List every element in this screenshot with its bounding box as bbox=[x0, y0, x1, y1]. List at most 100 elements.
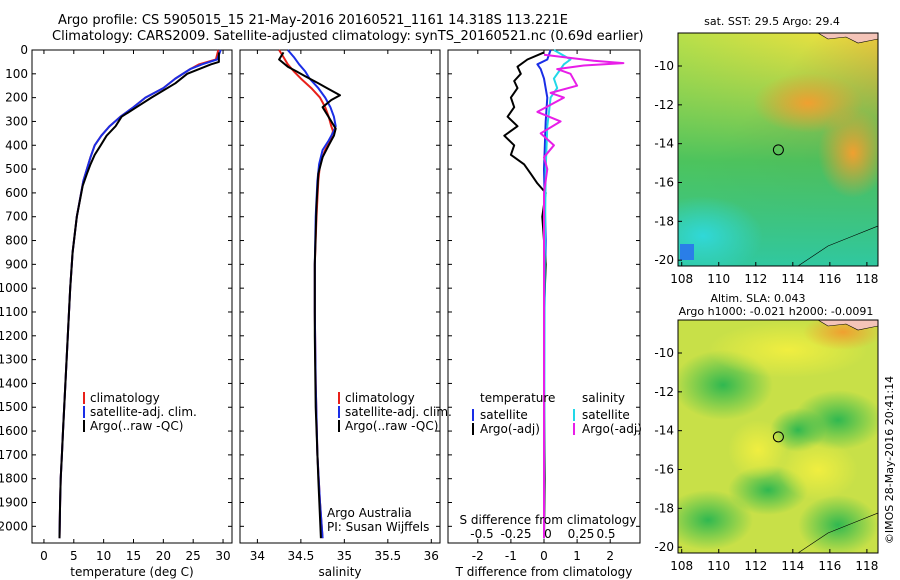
x-tick-label: 118 bbox=[855, 272, 878, 286]
y-tick-label: 1200 bbox=[0, 329, 28, 343]
y-tick-label: -16 bbox=[654, 176, 674, 190]
map-field-sst bbox=[678, 33, 878, 266]
land-north bbox=[817, 33, 878, 44]
series-line bbox=[536, 53, 625, 539]
y-tick-label: -10 bbox=[654, 59, 674, 73]
x-tick-label: 10 bbox=[96, 549, 111, 563]
x-tick-label: 2 bbox=[606, 549, 614, 563]
legend-label: Argo(-adj) bbox=[480, 422, 540, 436]
y-tick-label: -14 bbox=[654, 424, 674, 438]
y-tick-label: -16 bbox=[654, 463, 674, 477]
x-tick-label: 110 bbox=[707, 559, 730, 573]
legend-label: Argo(..raw -QC) bbox=[90, 419, 183, 433]
argo-location-marker bbox=[772, 431, 784, 443]
x-tick-label: 0 bbox=[40, 549, 48, 563]
y-tick-label: 900 bbox=[5, 257, 28, 271]
legend-label: satellite-adj. clim. bbox=[345, 405, 452, 419]
x-tick-label: -2 bbox=[472, 549, 484, 563]
copyright-side-label: ©IMOS 28-May-2016 20:41:14 bbox=[883, 376, 896, 544]
x-tick-label: 112 bbox=[744, 272, 767, 286]
x-tick-label: 116 bbox=[818, 559, 841, 573]
plot-frame-1 bbox=[31, 49, 233, 544]
map-subtitle-sla: Argo h1000: -0.021 h2000: -0.0091 bbox=[679, 305, 874, 318]
y-tick-label: 800 bbox=[5, 234, 28, 248]
y-tick-label: 400 bbox=[5, 138, 28, 152]
legend-label: climatology bbox=[345, 391, 415, 405]
legend-label: satellite-adj. clim. bbox=[90, 405, 197, 419]
x-axis-label: salinity bbox=[318, 565, 361, 579]
x-tick-label: 108 bbox=[670, 559, 693, 573]
y-tick-label: 600 bbox=[5, 186, 28, 200]
legend-heading: temperature bbox=[480, 391, 555, 405]
x-tick-label: 110 bbox=[707, 272, 730, 286]
x-tick-label: 30 bbox=[215, 549, 230, 563]
x2-tick-label: -0.5 bbox=[470, 527, 493, 541]
y-tick-label: 1500 bbox=[0, 400, 28, 414]
y-tick-label: -18 bbox=[654, 501, 674, 515]
x-tick-label: 1 bbox=[573, 549, 581, 563]
y-tick-label: 0 bbox=[20, 43, 28, 57]
sst-cold-cell bbox=[680, 244, 694, 260]
sst-cool-blob bbox=[678, 196, 763, 266]
annotation-line: Argo Australia bbox=[327, 506, 412, 520]
x-tick-label: 34.5 bbox=[288, 549, 315, 563]
map-frame bbox=[677, 32, 879, 267]
legend-label: satellite bbox=[582, 408, 630, 422]
x-tick-label: 114 bbox=[781, 559, 804, 573]
plot-frame-2 bbox=[239, 49, 441, 544]
y-tick-label: 300 bbox=[5, 114, 28, 128]
x2-tick-label: -0.25 bbox=[500, 527, 531, 541]
x-tick-label: 5 bbox=[70, 549, 78, 563]
y-tick-label: 1000 bbox=[0, 281, 28, 295]
legend-label: satellite bbox=[480, 408, 528, 422]
argo-location-marker bbox=[772, 144, 784, 156]
y-tick-label: -10 bbox=[654, 346, 674, 360]
y-tick-label: 1900 bbox=[0, 496, 28, 510]
y-tick-label: 1400 bbox=[0, 376, 28, 390]
y-tick-label: 1300 bbox=[0, 353, 28, 367]
y-tick-label: 700 bbox=[5, 210, 28, 224]
sla-low-blob bbox=[798, 495, 878, 553]
y-tick-label: 1600 bbox=[0, 424, 28, 438]
series-line bbox=[278, 51, 341, 539]
legend-heading: salinity bbox=[582, 391, 625, 405]
sla-high-blob bbox=[778, 440, 858, 500]
y-tick-label: -18 bbox=[654, 214, 674, 228]
sst-warm-blob bbox=[818, 108, 878, 198]
y-tick-label: -12 bbox=[654, 385, 674, 399]
y-tick-label: 1700 bbox=[0, 448, 28, 462]
x-tick-label: 112 bbox=[744, 559, 767, 573]
x-axis-label: temperature (deg C) bbox=[70, 565, 193, 579]
x2-tick-label: 0.5 bbox=[596, 527, 615, 541]
y-tick-label: 1100 bbox=[0, 305, 28, 319]
x-tick-label: 25 bbox=[186, 549, 201, 563]
map-field-sla bbox=[678, 320, 878, 553]
y-tick-label: -20 bbox=[654, 540, 674, 554]
y-tick-label: 500 bbox=[5, 162, 28, 176]
map-title-sla: Altim. SLA: 0.043 bbox=[710, 292, 805, 305]
coastline-south bbox=[797, 225, 878, 266]
x-tick-label: 34 bbox=[250, 549, 265, 563]
map-title-sst: sat. SST: 29.5 Argo: 29.4 bbox=[704, 15, 840, 28]
x-tick-label: 20 bbox=[156, 549, 171, 563]
x-tick-label: 35 bbox=[337, 549, 352, 563]
y-tick-label: -14 bbox=[654, 137, 674, 151]
y-tick-label: -12 bbox=[654, 98, 674, 112]
header-line-1: Argo profile: CS 5905015_15 21-May-2016 … bbox=[58, 13, 568, 28]
legend-label: climatology bbox=[90, 391, 160, 405]
legend-label: Argo(-adj) bbox=[582, 422, 642, 436]
x-tick-label: 118 bbox=[855, 559, 878, 573]
x2-tick-label: 0 bbox=[544, 527, 552, 541]
y-tick-label: -20 bbox=[654, 253, 674, 267]
legend-label: Argo(..raw -QC) bbox=[345, 419, 438, 433]
x-tick-label: 15 bbox=[126, 549, 141, 563]
x-tick-label: 0 bbox=[540, 549, 548, 563]
y-tick-label: 100 bbox=[5, 67, 28, 81]
sla-high-blob bbox=[728, 420, 788, 480]
y-tick-label: 2000 bbox=[0, 519, 28, 533]
x-tick-label: 114 bbox=[781, 272, 804, 286]
sla-orange-blob bbox=[803, 320, 878, 350]
x-axis-label: T difference from climatology bbox=[455, 565, 633, 579]
land-north bbox=[817, 320, 878, 331]
